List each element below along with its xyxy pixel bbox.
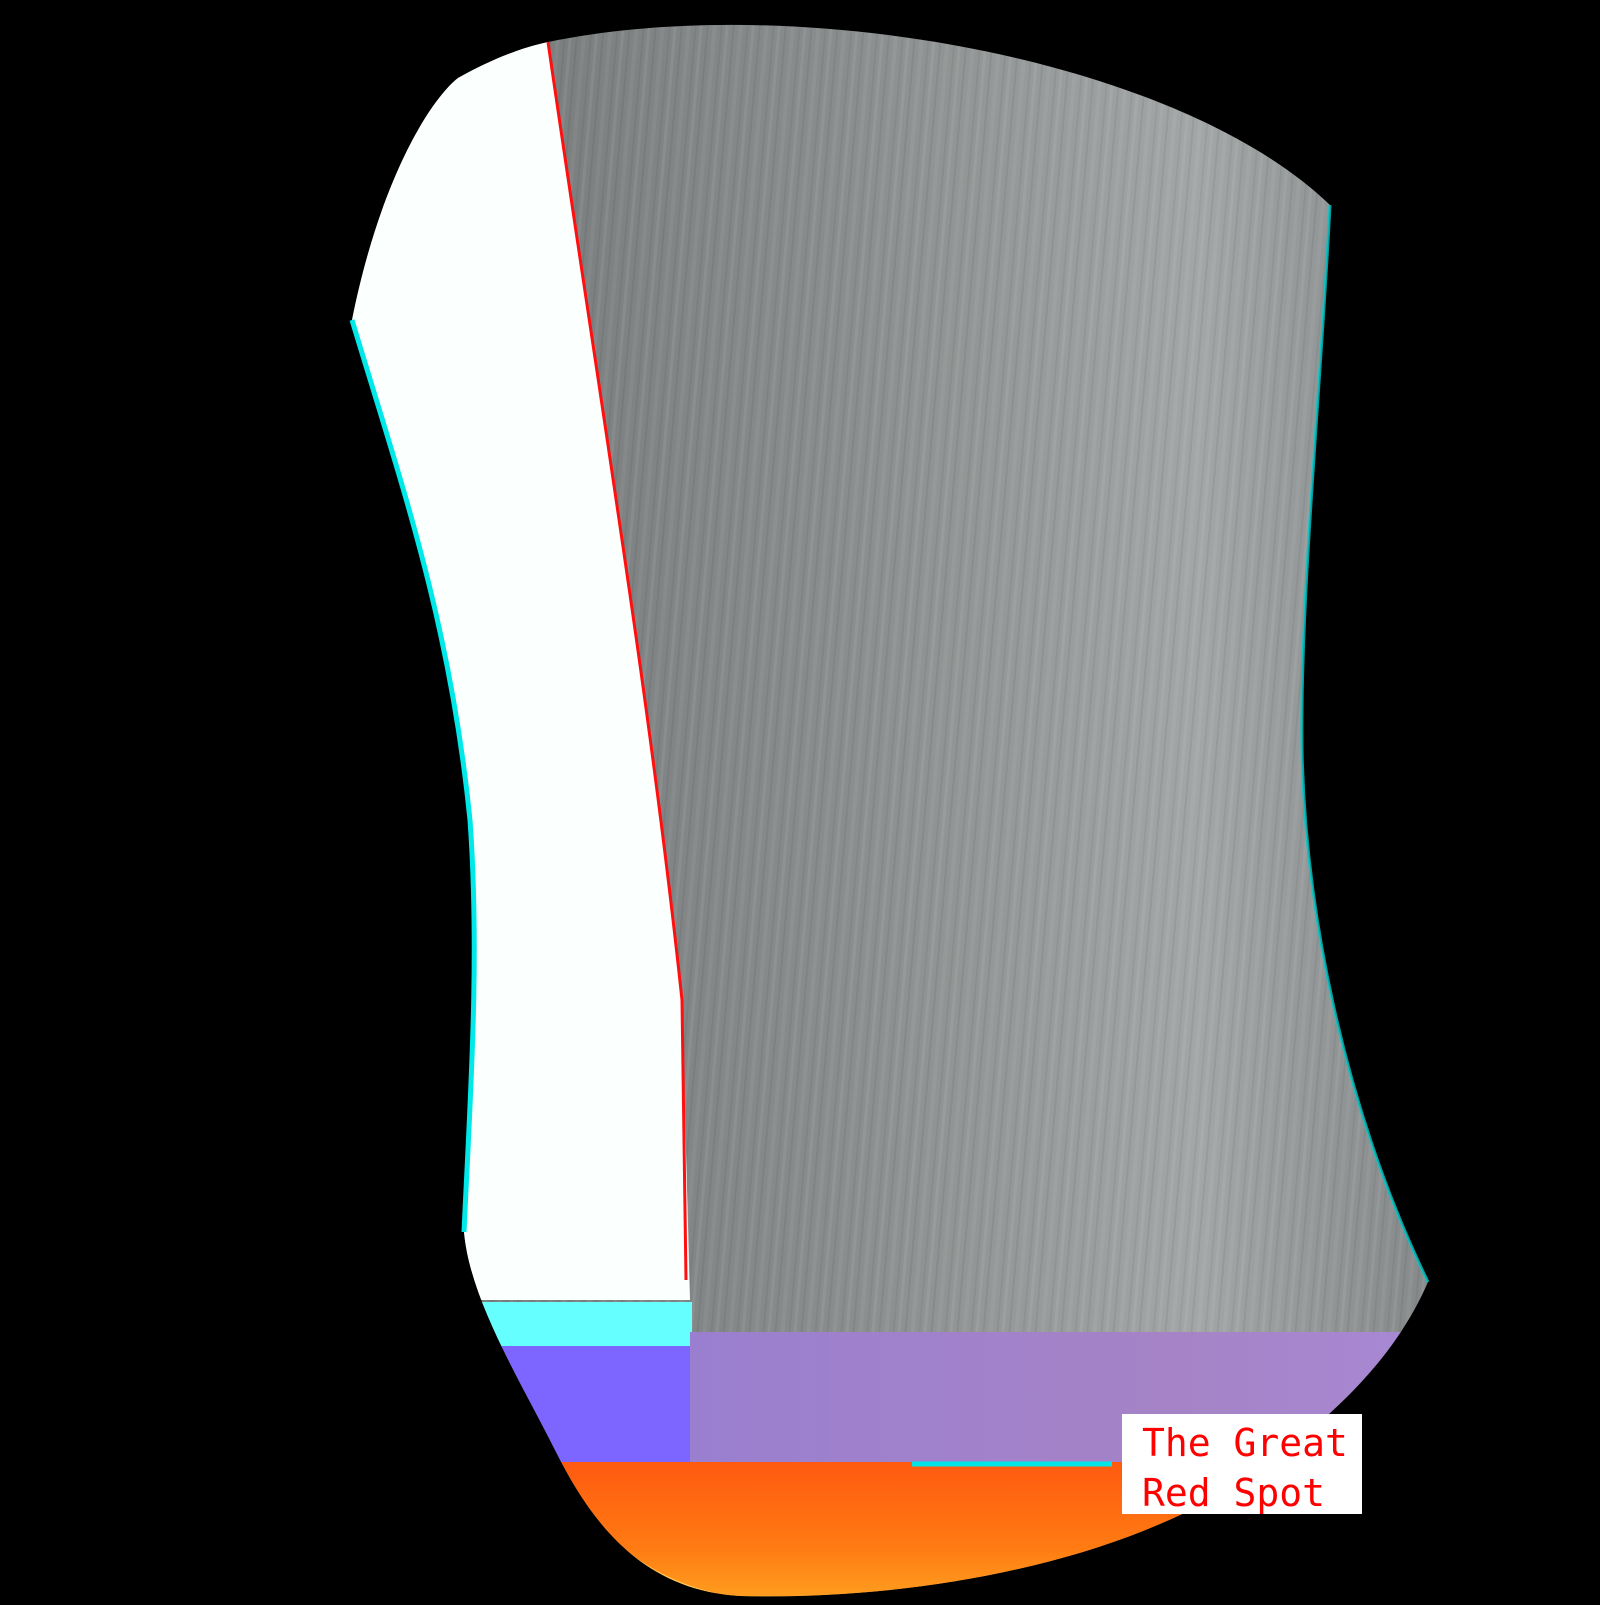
- red-fringe: [546, 41, 688, 1281]
- label-line-1: The Great: [1142, 1421, 1348, 1465]
- cyan-band: [352, 1302, 692, 1348]
- lilac-band: [690, 1332, 1428, 1462]
- label-line-2: Red Spot: [1142, 1471, 1326, 1515]
- great-red-spot-label: The Great Red Spot: [1122, 1414, 1362, 1515]
- cyan-fringe-left: [349, 319, 477, 1233]
- cyan-fringe-right: [1300, 204, 1430, 1283]
- violet-band: [352, 1346, 692, 1462]
- planet-strip: [352, 24, 1428, 1597]
